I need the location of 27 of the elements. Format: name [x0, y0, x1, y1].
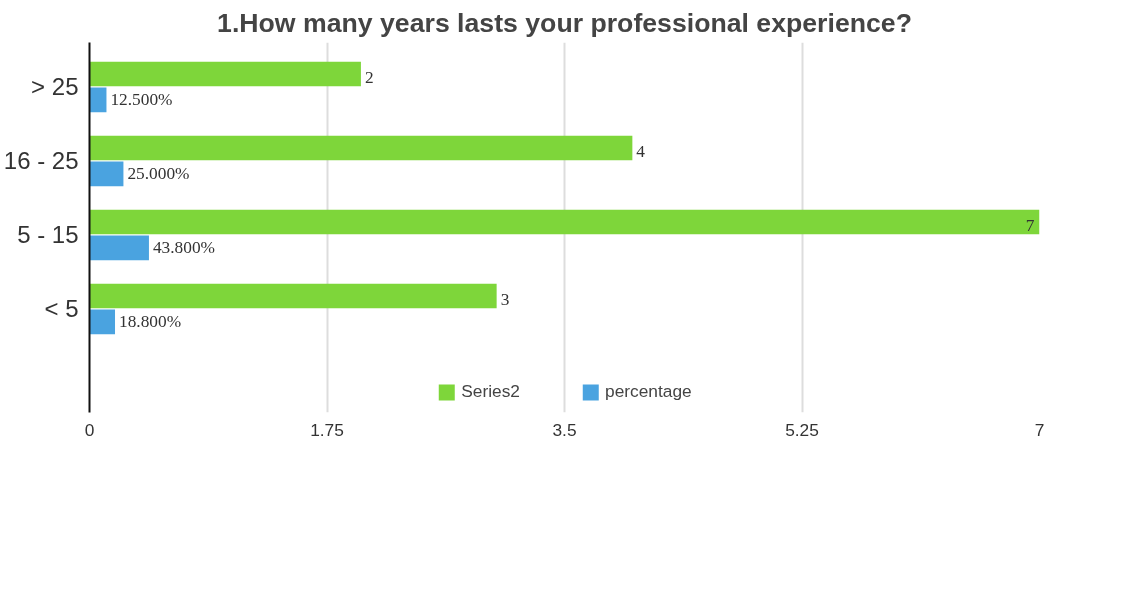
x-tick-label: 1.75 [310, 419, 344, 440]
x-tick-label: 5.25 [785, 419, 819, 440]
chart-title: 1.How many years lasts your professional experience? [217, 7, 912, 38]
data-label: 2 [364, 67, 374, 87]
data-label: 25.000% [127, 163, 190, 183]
bar [89, 283, 497, 309]
bar [89, 309, 116, 335]
data-label: 12.500% [110, 89, 173, 109]
bar [89, 61, 361, 87]
data-label: 43.800% [152, 237, 216, 257]
data-label: 18.800% [119, 311, 182, 331]
data-label: 4 [636, 141, 646, 161]
bar [89, 209, 1040, 235]
y-tick-label: > 25 [31, 73, 79, 101]
bar [89, 161, 124, 187]
y-tick-label: < 5 [44, 295, 79, 323]
legend-label: Series2 [461, 381, 521, 402]
bar [89, 135, 633, 161]
data-label: 3 [500, 289, 510, 309]
x-tick-label: 0 [84, 419, 95, 440]
y-tick-label: 5 - 15 [17, 221, 79, 249]
legend-label: percentage [605, 381, 692, 402]
data-label: 7 [1025, 215, 1035, 235]
bar [89, 235, 149, 261]
y-tick-label: 16 - 25 [3, 147, 79, 175]
x-tick-label: 7 [1034, 419, 1045, 440]
x-tick-label: 3.5 [552, 419, 577, 440]
